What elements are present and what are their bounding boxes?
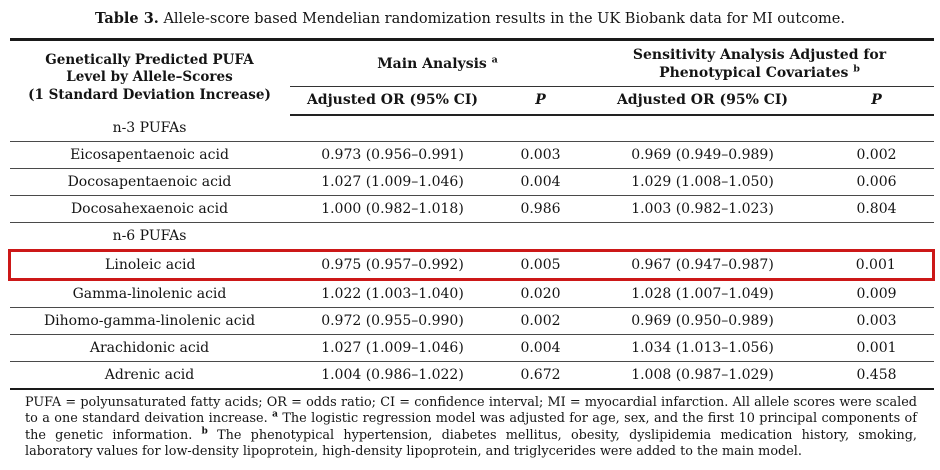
footnote-note-a: The logistic regression model was adjust…	[25, 411, 917, 443]
table-footnote: PUFA = polyunsaturated fatty acids; OR =…	[25, 395, 917, 461]
footnote-marker-a: a	[491, 54, 498, 66]
subheader-p-sensitivity: P	[819, 86, 934, 116]
p-sensitivity-cell: 0.003	[819, 307, 934, 335]
pufa-name-cell: Arachidonic acid	[9, 334, 290, 362]
row-dihomo-gamma-linolenic-acid: Dihomo-gamma-linolenic acid 0.972 (0.955…	[9, 307, 934, 335]
group-header-main-analysis: Main Analysis a	[289, 39, 586, 87]
p-sensitivity-cell: 0.002	[819, 141, 934, 169]
group-header-sensitivity-analysis: Sensitivity Analysis Adjusted for Phenot…	[585, 39, 934, 87]
or-main-cell: 1.027 (1.009–1.046)	[289, 168, 496, 196]
subheader-adjusted-or-sensitivity: Adjusted OR (95% CI)	[585, 86, 820, 116]
p-main-cell: 0.003	[495, 141, 586, 169]
p-sensitivity-cell: 0.006	[819, 168, 934, 196]
p-main-cell: 0.005	[495, 249, 586, 281]
column-header-pufa-line2: Level by Allele–Scores	[66, 69, 233, 86]
section-label: n-3 PUFAs	[9, 115, 290, 142]
or-main-cell: 1.027 (1.009–1.046)	[289, 334, 496, 362]
row-gamma-linolenic-acid: Gamma-linolenic acid 1.022 (1.003–1.040)…	[9, 279, 934, 308]
or-main-cell: 1.022 (1.003–1.040)	[289, 279, 496, 308]
pufa-name-cell: Docosahexaenoic acid	[9, 195, 290, 223]
p-main-cell: 0.986	[495, 195, 586, 223]
p-sensitivity-cell: 0.458	[819, 361, 934, 390]
or-sensitivity-cell: 1.034 (1.013–1.056)	[585, 334, 820, 362]
or-sensitivity-cell: 0.967 (0.947–0.987)	[585, 249, 820, 281]
footnote-marker-b: b	[853, 63, 860, 75]
highlighted-row-linoleic-acid: Linoleic acid 0.975 (0.957–0.992) 0.005 …	[8, 249, 935, 281]
table-caption: Table 3. Allele-score based Mendelian ra…	[0, 0, 940, 28]
p-sensitivity-cell: 0.001	[819, 249, 935, 281]
column-header-pufa-level: Genetically Predicted PUFA Level by Alle…	[10, 40, 290, 116]
or-main-cell: 1.004 (0.986–1.022)	[289, 361, 496, 390]
pufa-name-cell: Linoleic acid	[8, 249, 290, 281]
p-main-cell: 0.672	[495, 361, 586, 390]
row-eicosapentaenoic-acid: Eicosapentaenoic acid 0.973 (0.956–0.991…	[9, 141, 934, 169]
or-sensitivity-cell: 1.003 (0.982–1.023)	[585, 195, 820, 223]
pufa-name-cell: Adrenic acid	[9, 361, 290, 390]
pufa-name-cell: Docosapentaenoic acid	[9, 168, 290, 196]
pufa-name-cell: Eicosapentaenoic acid	[9, 141, 290, 169]
p-main-cell: 0.004	[495, 334, 586, 362]
or-main-cell: 1.000 (0.982–1.018)	[289, 195, 496, 223]
p-sensitivity-cell: 0.009	[819, 279, 934, 308]
results-table: Genetically Predicted PUFA Level by Alle…	[8, 38, 935, 390]
p-main-cell: 0.004	[495, 168, 586, 196]
section-label: n-6 PUFAs	[9, 222, 290, 251]
row-adrenic-acid: Adrenic acid 1.004 (0.986–1.022) 0.672 1…	[9, 361, 934, 390]
subheader-adjusted-or-main: Adjusted OR (95% CI)	[289, 86, 496, 116]
header-group-row: Genetically Predicted PUFA Level by Alle…	[10, 39, 934, 103]
p-sensitivity-cell: 0.001	[819, 334, 934, 362]
footnote-superscript-b: b	[201, 426, 208, 437]
row-docosapentaenoic-acid: Docosapentaenoic acid 1.027 (1.009–1.046…	[9, 168, 934, 196]
or-main-cell: 0.972 (0.955–0.990)	[289, 307, 496, 335]
column-header-pufa-line3: (1 Standard Deviation Increase)	[28, 86, 271, 103]
pufa-name-cell: Gamma-linolenic acid	[9, 279, 290, 308]
table-caption-text: Allele-score based Mendelian randomizati…	[163, 11, 845, 27]
table-caption-label: Table 3.	[94, 10, 159, 27]
or-main-cell: 0.973 (0.956–0.991)	[289, 141, 496, 169]
subheader-p-main: P	[495, 86, 586, 116]
or-sensitivity-cell: 1.028 (1.007–1.049)	[585, 279, 820, 308]
p-main-cell: 0.020	[495, 279, 586, 308]
or-main-cell: 0.975 (0.957–0.992)	[289, 249, 496, 281]
or-sensitivity-cell: 0.969 (0.949–0.989)	[585, 141, 820, 169]
section-row-n3-pufas: n-3 PUFAs	[9, 115, 934, 142]
footnote-abbreviations: PUFA = polyunsaturated fatty acids; OR =…	[25, 395, 917, 427]
row-arachidonic-acid: Arachidonic acid 1.027 (1.009–1.046) 0.0…	[9, 334, 934, 362]
header-sub-row: Adjusted OR (95% CI) P Adjusted OR (95% …	[10, 86, 934, 116]
p-main-cell: 0.002	[495, 307, 586, 335]
or-sensitivity-cell: 0.969 (0.950–0.989)	[585, 307, 820, 335]
footnote-superscript-a: a	[272, 410, 278, 421]
row-docosahexaenoic-acid: Docosahexaenoic acid 1.000 (0.982–1.018)…	[9, 195, 934, 223]
p-sensitivity-cell: 0.804	[819, 195, 934, 223]
footnote-note-b: The phenotypical hypertension, diabetes …	[25, 427, 918, 460]
or-sensitivity-cell: 1.008 (0.987–1.029)	[585, 361, 820, 390]
pufa-name-cell: Dihomo-gamma-linolenic acid	[9, 307, 290, 335]
section-row-n6-pufas: n-6 PUFAs	[9, 222, 934, 251]
or-sensitivity-cell: 1.029 (1.008–1.050)	[585, 168, 820, 196]
column-header-pufa-line1: Genetically Predicted PUFA	[45, 51, 254, 68]
